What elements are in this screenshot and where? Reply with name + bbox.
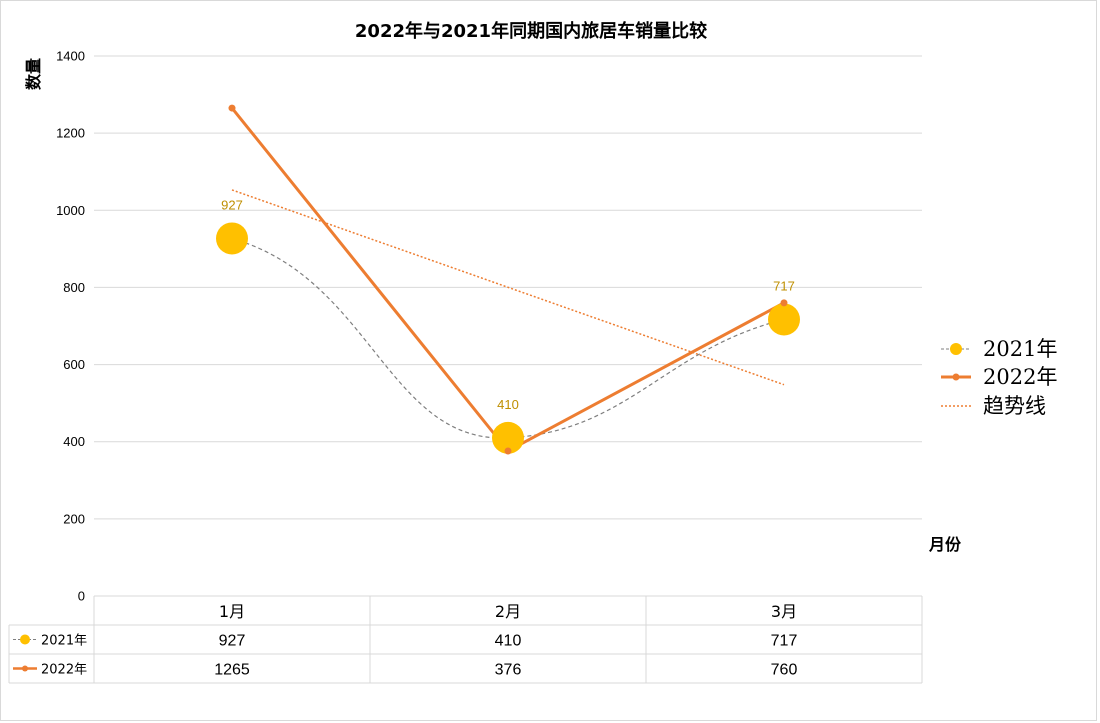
table-key-marker <box>22 665 28 672</box>
y-tick-label: 1000 <box>56 203 85 218</box>
series-layer <box>216 104 800 455</box>
table-cell: 760 <box>771 662 798 679</box>
legend-key-marker <box>950 343 962 355</box>
y-tick-label: 1200 <box>56 126 85 141</box>
y-tick-label: 200 <box>63 511 85 526</box>
data-label-2021: 410 <box>497 397 519 412</box>
legend-item[interactable]: 2022年 <box>941 365 1057 389</box>
legend-label: 2022年 <box>983 365 1057 389</box>
y-tick-label: 1400 <box>56 49 85 64</box>
table-series-label: 2022年 <box>41 663 87 678</box>
x-axis-title: 月份 <box>928 535 962 554</box>
y-axis-title: 数量 <box>24 58 43 90</box>
data-labels: 927 410 717 <box>221 197 795 411</box>
chart-title: 2022年与2021年同期国内旅居车销量比较 <box>355 20 707 42</box>
table-cell: 376 <box>495 662 522 679</box>
legend-item[interactable]: 趋势线 <box>941 394 1046 418</box>
y-tick-label: 400 <box>63 434 85 449</box>
table-key-marker <box>20 634 30 645</box>
y-tick-label: 800 <box>63 280 85 295</box>
series-2022-marker[interactable] <box>228 104 236 112</box>
y-tick-label: 0 <box>78 589 85 604</box>
legend-label: 趋势线 <box>983 394 1046 418</box>
y-axis-ticks: 0 200 400 600 800 1000 1200 1400 <box>56 49 85 604</box>
table-cell: 410 <box>495 633 522 650</box>
table-series-label: 2021年 <box>41 634 87 649</box>
x-category-label: 2月 <box>495 602 521 621</box>
series-2021-marker[interactable] <box>216 222 248 255</box>
x-category-label: 3月 <box>771 602 797 621</box>
series-2022-marker[interactable] <box>504 447 512 455</box>
legend-label: 2021年 <box>983 337 1057 361</box>
series-2021-marker[interactable] <box>768 303 800 336</box>
data-table: 1月 2月 3月 2021年 927 410 717 2022年 1265 376 760 <box>8 595 923 684</box>
data-label-2021: 927 <box>221 197 243 212</box>
x-category-label: 1月 <box>219 602 245 621</box>
series-2022-marker[interactable] <box>780 299 788 307</box>
legend-key-marker <box>952 373 960 381</box>
table-cell: 717 <box>771 633 798 650</box>
table-cell: 927 <box>219 633 246 650</box>
gridlines <box>94 55 922 520</box>
table-cell: 1265 <box>214 662 250 679</box>
series-2021-marker[interactable] <box>492 421 524 454</box>
y-tick-label: 600 <box>63 357 85 372</box>
legend-item[interactable]: 2021年 <box>941 337 1057 361</box>
data-label-2021: 717 <box>773 278 795 293</box>
